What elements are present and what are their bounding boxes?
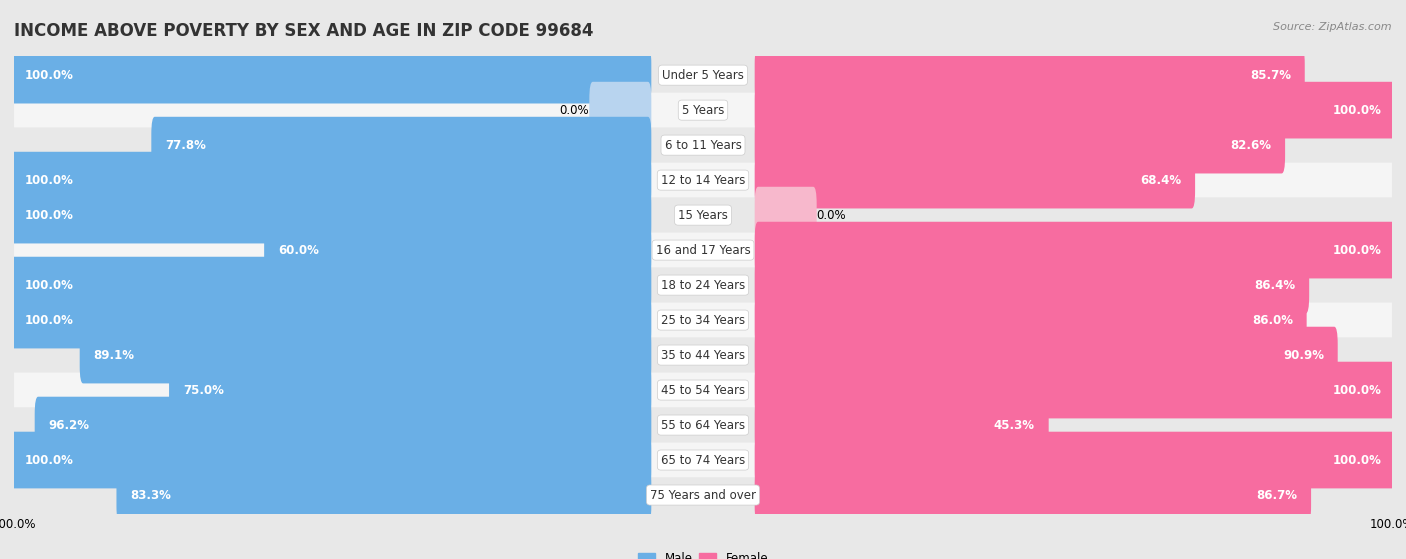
Text: 68.4%: 68.4% (1140, 174, 1181, 187)
FancyBboxPatch shape (80, 326, 651, 383)
Text: 100.0%: 100.0% (1333, 244, 1382, 257)
Text: 6 to 11 Years: 6 to 11 Years (665, 139, 741, 151)
Text: 55 to 64 Years: 55 to 64 Years (661, 419, 745, 432)
FancyBboxPatch shape (14, 372, 1392, 408)
Text: INCOME ABOVE POVERTY BY SEX AND AGE IN ZIP CODE 99684: INCOME ABOVE POVERTY BY SEX AND AGE IN Z… (14, 22, 593, 40)
FancyBboxPatch shape (755, 47, 1305, 103)
Text: 100.0%: 100.0% (24, 174, 73, 187)
Text: 5 Years: 5 Years (682, 103, 724, 117)
Text: 100.0%: 100.0% (24, 209, 73, 221)
FancyBboxPatch shape (14, 338, 1392, 372)
Text: Under 5 Years: Under 5 Years (662, 69, 744, 82)
Text: 89.1%: 89.1% (93, 349, 135, 362)
FancyBboxPatch shape (755, 117, 1285, 173)
Text: Source: ZipAtlas.com: Source: ZipAtlas.com (1274, 22, 1392, 32)
Text: 100.0%: 100.0% (24, 278, 73, 292)
Text: 75 Years and over: 75 Years and over (650, 489, 756, 501)
FancyBboxPatch shape (14, 163, 1392, 198)
FancyBboxPatch shape (755, 257, 1309, 314)
FancyBboxPatch shape (11, 152, 651, 209)
FancyBboxPatch shape (11, 187, 651, 244)
FancyBboxPatch shape (117, 467, 651, 523)
Text: 100.0%: 100.0% (1333, 383, 1382, 396)
Text: 100.0%: 100.0% (24, 69, 73, 82)
Legend: Male, Female: Male, Female (633, 548, 773, 559)
FancyBboxPatch shape (264, 222, 651, 278)
Text: 100.0%: 100.0% (1333, 103, 1382, 117)
FancyBboxPatch shape (152, 117, 651, 173)
Text: 0.0%: 0.0% (560, 103, 589, 117)
FancyBboxPatch shape (755, 292, 1306, 348)
FancyBboxPatch shape (755, 362, 1395, 418)
Text: 35 to 44 Years: 35 to 44 Years (661, 349, 745, 362)
FancyBboxPatch shape (14, 198, 1392, 233)
FancyBboxPatch shape (35, 397, 651, 453)
Text: 60.0%: 60.0% (278, 244, 319, 257)
Text: 86.4%: 86.4% (1254, 278, 1295, 292)
FancyBboxPatch shape (11, 47, 651, 103)
FancyBboxPatch shape (14, 268, 1392, 302)
Text: 96.2%: 96.2% (48, 419, 90, 432)
Text: 83.3%: 83.3% (131, 489, 172, 501)
Text: 12 to 14 Years: 12 to 14 Years (661, 174, 745, 187)
FancyBboxPatch shape (14, 408, 1392, 443)
FancyBboxPatch shape (11, 257, 651, 314)
FancyBboxPatch shape (755, 397, 1049, 453)
Text: 90.9%: 90.9% (1282, 349, 1324, 362)
Text: 77.8%: 77.8% (165, 139, 205, 151)
Text: 45 to 54 Years: 45 to 54 Years (661, 383, 745, 396)
FancyBboxPatch shape (755, 222, 1395, 278)
Text: 82.6%: 82.6% (1230, 139, 1271, 151)
Text: 15 Years: 15 Years (678, 209, 728, 221)
Text: 86.0%: 86.0% (1251, 314, 1294, 326)
Text: 45.3%: 45.3% (994, 419, 1035, 432)
FancyBboxPatch shape (11, 432, 651, 489)
Text: 18 to 24 Years: 18 to 24 Years (661, 278, 745, 292)
Text: 100.0%: 100.0% (1333, 453, 1382, 467)
FancyBboxPatch shape (755, 326, 1337, 383)
Text: 65 to 74 Years: 65 to 74 Years (661, 453, 745, 467)
FancyBboxPatch shape (755, 432, 1395, 489)
FancyBboxPatch shape (589, 82, 651, 139)
FancyBboxPatch shape (755, 467, 1310, 523)
FancyBboxPatch shape (14, 233, 1392, 268)
FancyBboxPatch shape (755, 82, 1395, 139)
Text: 25 to 34 Years: 25 to 34 Years (661, 314, 745, 326)
FancyBboxPatch shape (14, 477, 1392, 513)
Text: 85.7%: 85.7% (1250, 69, 1291, 82)
FancyBboxPatch shape (14, 443, 1392, 477)
FancyBboxPatch shape (14, 58, 1392, 93)
Text: 86.7%: 86.7% (1257, 489, 1298, 501)
FancyBboxPatch shape (14, 302, 1392, 338)
Text: 100.0%: 100.0% (24, 314, 73, 326)
Text: 75.0%: 75.0% (183, 383, 224, 396)
FancyBboxPatch shape (14, 93, 1392, 127)
Text: 16 and 17 Years: 16 and 17 Years (655, 244, 751, 257)
FancyBboxPatch shape (11, 292, 651, 348)
FancyBboxPatch shape (169, 362, 651, 418)
FancyBboxPatch shape (755, 187, 817, 244)
FancyBboxPatch shape (755, 152, 1195, 209)
Text: 0.0%: 0.0% (817, 209, 846, 221)
FancyBboxPatch shape (14, 127, 1392, 163)
Text: 100.0%: 100.0% (24, 453, 73, 467)
